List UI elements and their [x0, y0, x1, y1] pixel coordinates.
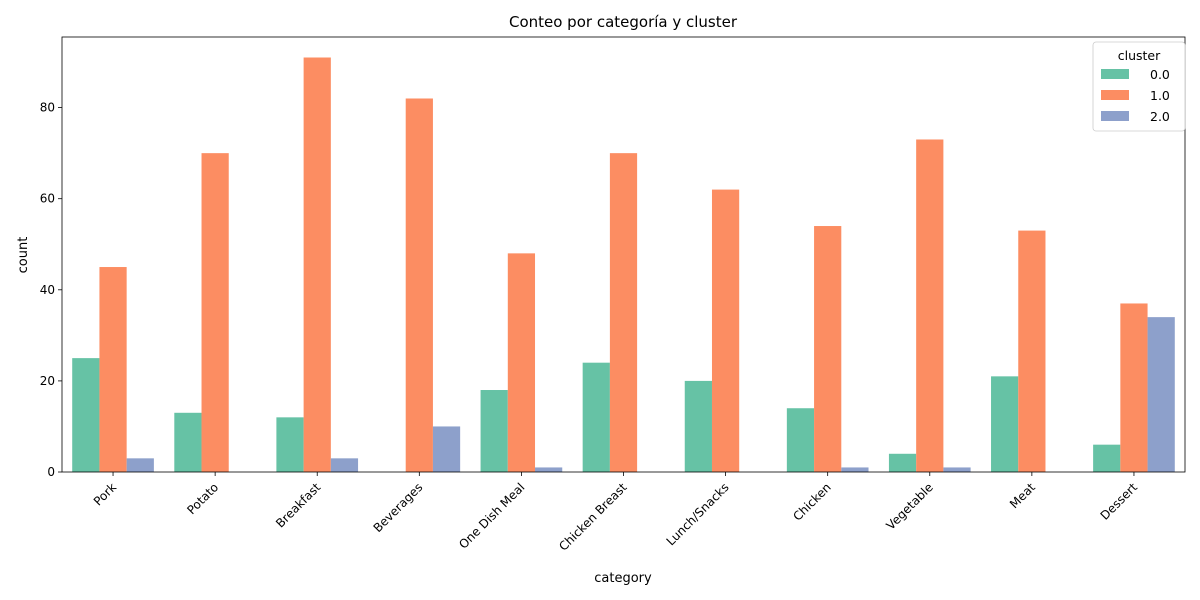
bar-1.0-potato [201, 153, 229, 472]
bar-1.0-vegetable [916, 139, 944, 472]
bar-0.0-potato [174, 412, 202, 472]
x-tick-label: Chicken Breast [556, 480, 630, 554]
x-tick-label: Chicken [790, 480, 833, 523]
x-axis-label: category [594, 571, 652, 586]
x-tick-label: Potato [184, 480, 221, 517]
y-tick-label: 20 [40, 374, 55, 388]
bar-2.0-beverages [432, 426, 461, 472]
legend-items: 0.0 1.0 2.0 [1101, 67, 1170, 124]
y-tick-label: 40 [40, 283, 55, 297]
bar-0.0-chicken-breast [582, 362, 610, 472]
bar-1.0-one-dish-meal [507, 253, 536, 472]
legend-box [1092, 41, 1186, 132]
bar-1.0-pork [99, 267, 127, 472]
y-tick-label: 0 [47, 465, 55, 479]
bar-0.0-vegetable [888, 453, 917, 472]
bar-2.0-one-dish-meal [535, 467, 563, 472]
y-tick-label: 60 [40, 192, 55, 206]
chart-title: Conteo por categoría y cluster [509, 13, 738, 31]
bar-1.0-breakfast [303, 57, 331, 473]
y-axis-label: count [16, 237, 31, 274]
bar-2.0-chicken [841, 467, 869, 472]
bar-0.0-breakfast [276, 417, 304, 472]
bar-0.0-dessert [1093, 444, 1121, 472]
legend-swatch [1101, 69, 1129, 79]
legend-title: cluster [1118, 48, 1161, 63]
x-axis: Pork Potato Breakfast Beverages One Dish Mea… [91, 472, 1140, 554]
legend-swatch [1101, 111, 1129, 121]
legend-label: 0.0 [1150, 67, 1170, 82]
bar-0.0-meat [991, 376, 1019, 472]
x-tick-label: Vegetable [884, 480, 936, 532]
bar-1.0-chicken-breast [609, 153, 638, 472]
y-tick-label: 80 [40, 101, 55, 115]
bar-0.0-lunch-snacks [684, 380, 712, 472]
bar-0.0-chicken [786, 408, 815, 472]
plot-area [72, 57, 1175, 473]
x-tick-label: One Dish Meal [456, 480, 527, 551]
bar-1.0-beverages [405, 98, 433, 472]
bar-2.0-vegetable [943, 467, 971, 472]
bar-2.0-dessert [1147, 317, 1175, 472]
y-axis: 0 20 40 60 80 [40, 101, 62, 479]
bar-0.0-one-dish-meal [480, 390, 508, 472]
legend-label: 2.0 [1150, 109, 1170, 124]
x-tick-label: Meat [1007, 480, 1038, 511]
bar-1.0-lunch-snacks [711, 189, 740, 473]
x-tick-label: Dessert [1098, 480, 1141, 523]
x-tick-label: Breakfast [273, 480, 324, 531]
bar-0.0-pork [72, 358, 100, 472]
x-tick-label: Lunch/Snacks [664, 480, 732, 548]
bar-2.0-pork [126, 458, 154, 472]
bar-1.0-chicken [814, 226, 842, 472]
x-tick-label: Pork [91, 480, 119, 508]
x-tick-label: Beverages [371, 480, 426, 535]
legend: cluster 0.0 1.0 2.0 [1092, 41, 1186, 132]
legend-swatch [1101, 90, 1129, 100]
bar-1.0-dessert [1120, 303, 1148, 472]
legend-label: 1.0 [1150, 88, 1170, 103]
bar-1.0-meat [1018, 230, 1046, 472]
bar-2.0-breakfast [330, 458, 359, 472]
